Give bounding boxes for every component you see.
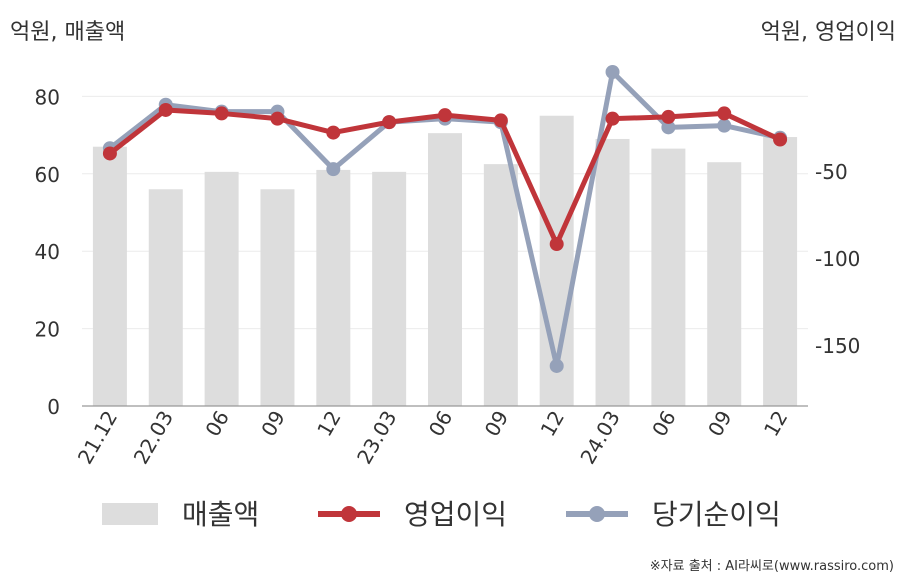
point-당기순이익	[326, 162, 341, 177]
point-당기순이익	[549, 358, 564, 373]
x-tick-label: 24.03	[575, 407, 624, 469]
x-tick-label: 06	[424, 407, 458, 441]
left-tick-label: 0	[47, 395, 60, 419]
x-tick-label: 09	[703, 407, 737, 441]
point-영업이익	[382, 115, 397, 130]
legend-label-당기순이익: 당기순이익	[652, 498, 781, 531]
legend-marker-영업이익	[341, 506, 357, 522]
point-영업이익	[270, 111, 285, 126]
point-영업이익	[438, 108, 452, 123]
point-당기순이익	[605, 65, 620, 79]
x-tick-label: 22.03	[129, 407, 178, 469]
right-tick-label: -150	[815, 334, 860, 358]
right-axis-title: 억원, 영업이익	[760, 20, 896, 45]
legend-swatch-매출액	[102, 503, 158, 525]
bar-매출액	[204, 171, 239, 406]
right-tick-label: -50	[815, 160, 848, 184]
left-tick-label: 60	[35, 163, 60, 187]
bar-매출액	[651, 148, 686, 406]
bar-매출액	[707, 162, 742, 406]
point-당기순이익	[717, 118, 732, 133]
legend-label-매출액: 매출액	[182, 498, 259, 531]
left-tick-label: 20	[35, 318, 60, 342]
point-영업이익	[214, 106, 229, 121]
bar-매출액	[483, 164, 518, 406]
bar-매출액	[428, 133, 462, 407]
bar-매출액	[260, 189, 295, 406]
left-tick-label: 40	[35, 240, 60, 264]
point-영업이익	[661, 109, 676, 124]
left-axis-title: 억원, 매출액	[10, 20, 126, 45]
point-영업이익	[605, 111, 620, 126]
point-당기순이익	[661, 120, 676, 135]
point-영업이익	[493, 113, 508, 128]
x-tick-label: 09	[480, 407, 514, 441]
bar-매출액	[763, 137, 798, 406]
point-영업이익	[102, 146, 117, 161]
point-영업이익	[773, 132, 788, 147]
x-tick-label: 12	[759, 407, 793, 441]
bar-매출액	[316, 169, 351, 406]
source-note: ※자료 출처 : AI라씨로(www.rassiro.com)	[649, 559, 894, 574]
x-tick-label: 06	[647, 407, 681, 441]
left-tick-label: 80	[35, 85, 60, 109]
x-tick-label: 09	[256, 407, 290, 441]
right-tick-label: -100	[815, 247, 860, 271]
point-영업이익	[549, 237, 564, 252]
legend-marker-당기순이익	[589, 506, 605, 522]
x-tick-label: 12	[536, 407, 570, 441]
bar-매출액	[148, 189, 183, 406]
bar-매출액	[372, 171, 407, 406]
x-tick-label: 23.03	[352, 407, 401, 469]
bar-매출액	[92, 146, 127, 406]
x-tick-label: 21.12	[73, 407, 122, 469]
legend-label-영업이익: 영업이익	[404, 498, 507, 531]
x-tick-label: 06	[200, 407, 234, 441]
point-영업이익	[158, 102, 173, 117]
point-영업이익	[717, 106, 732, 121]
point-영업이익	[326, 125, 341, 140]
bar-매출액	[595, 138, 630, 406]
x-tick-label: 12	[312, 407, 346, 441]
